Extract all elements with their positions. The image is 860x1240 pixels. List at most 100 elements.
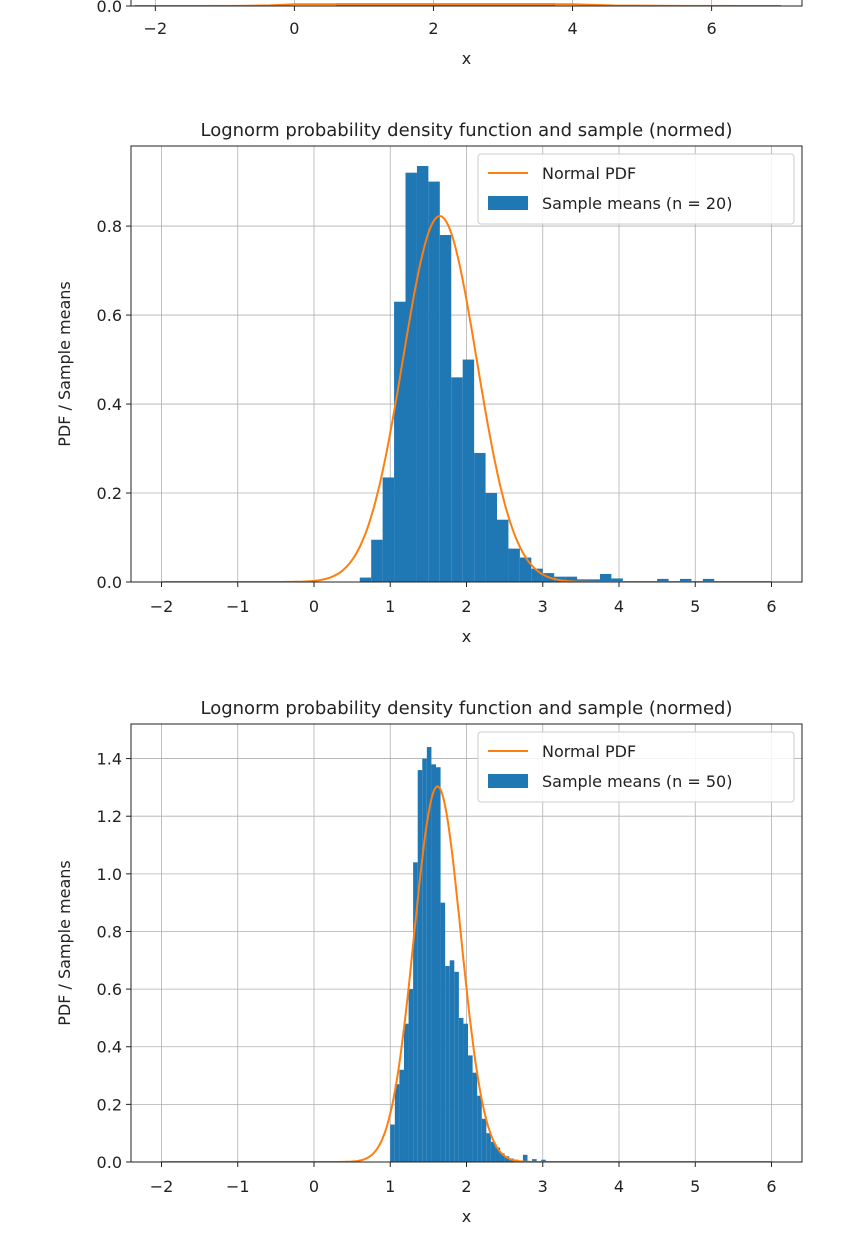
plot-area (161, 166, 772, 582)
hist-bar (508, 548, 520, 582)
hist-bar (431, 764, 436, 1162)
hist-bar (451, 377, 463, 582)
x-tick-label: 6 (766, 1177, 776, 1196)
x-tick-label: 6 (707, 19, 717, 38)
y-tick-label: 0.6 (97, 980, 122, 999)
x-tick-label: −2 (150, 1177, 174, 1196)
pdf-line (161, 785, 772, 1162)
hist-bar (416, 166, 429, 582)
x-tick-label: 0 (309, 1177, 319, 1196)
hist-bar (426, 747, 432, 1162)
x-tick-label: −2 (144, 19, 168, 38)
hist-bar (532, 1159, 537, 1162)
x-tick-label: 2 (428, 19, 438, 38)
x-tick-label: 6 (766, 597, 776, 616)
hist-bar (405, 172, 417, 582)
hist-bar (611, 578, 623, 582)
x-tick-label: 4 (614, 597, 624, 616)
x-axis-label: x (462, 1207, 471, 1226)
x-tick-label: −2 (150, 597, 174, 616)
hist-bar (485, 493, 497, 582)
x-tick-label: 0 (289, 19, 299, 38)
x-tick-label: 1 (385, 1177, 395, 1196)
hist-bar (359, 577, 372, 582)
chart-title: Lognorm probability density function and… (201, 698, 733, 719)
hist-bar (458, 1017, 464, 1162)
hist-bar (463, 1023, 469, 1162)
x-tick-label: 5 (690, 597, 700, 616)
y-tick-label: 1.4 (97, 750, 122, 769)
y-axis-label: PDF / Sample means (55, 281, 74, 447)
y-tick-label: 0.8 (97, 217, 122, 236)
legend-label: Sample means (n = 20) (542, 194, 732, 213)
y-tick-label: 0.2 (97, 484, 122, 503)
legend-box (477, 731, 795, 803)
x-tick-label: 3 (538, 1177, 548, 1196)
hist-bar (565, 576, 578, 582)
chart-n50: −2 −1 0 1 2 3 4 5 6 0.0 0.2 0.4 0.6 0.8 1.0 1.2 1.4 x PDF … (55, 698, 803, 1226)
hist-bar (417, 770, 423, 1162)
hist-bar (497, 519, 509, 582)
chart-n20: −2 −1 0 1 2 3 4 5 6 0.0 0.2 0.4 0.6 0.8 x PDF / Sample … (55, 120, 803, 646)
hist-bar (702, 578, 715, 582)
hist-bar (454, 971, 459, 1162)
plot-area (161, 747, 772, 1162)
x-tick-label: 4 (567, 19, 577, 38)
y-axis-label: PDF / Sample means (55, 860, 74, 1026)
hist-bar (422, 758, 427, 1162)
hist-bar (481, 1118, 487, 1162)
y-tick-label: 0.0 (97, 0, 122, 16)
legend-label: Normal PDF (542, 742, 636, 761)
y-tick-label: 0.0 (97, 1153, 122, 1172)
x-tick-label: 4 (614, 1177, 624, 1196)
legend-label: Sample means (n = 50) (542, 772, 732, 791)
hist-bar (382, 477, 395, 582)
x-tick-label: 5 (690, 1177, 700, 1196)
hist-bar (599, 573, 612, 582)
hist-bar (468, 1055, 473, 1162)
hist-bar (394, 301, 406, 582)
hist-bar (490, 1141, 496, 1162)
hist-bar (371, 539, 383, 582)
hist-bar (531, 568, 543, 582)
hist-bar (500, 1153, 505, 1162)
x-tick-label: 2 (461, 597, 471, 616)
chart-title: Lognorm probability density function and… (201, 120, 733, 141)
hist-bar (436, 767, 441, 1162)
legend-patch-swatch (488, 196, 528, 210)
hist-bar (390, 1124, 395, 1162)
hist-bar (474, 452, 486, 582)
y-tick-label: 0.0 (97, 573, 122, 592)
hist-bar (486, 1133, 491, 1162)
hist-bar (541, 1159, 546, 1162)
hist-bar (522, 1154, 528, 1162)
x-tick-label: −1 (226, 597, 250, 616)
hist-bar (472, 1072, 478, 1162)
y-tick-label: 0.2 (97, 1095, 122, 1114)
hist-bar (413, 862, 418, 1162)
hist-bar (403, 1023, 409, 1162)
x-tick-label: 2 (461, 1177, 471, 1196)
hist-bar (462, 359, 475, 582)
y-tick-label: 0.4 (97, 395, 122, 414)
y-tick-label: 1.0 (97, 865, 122, 884)
hist-bar (477, 1095, 482, 1162)
hist-bar (394, 1084, 400, 1162)
hist-bar (445, 966, 450, 1162)
hist-bar (428, 181, 440, 582)
chart-top-partial: −2 0 2 4 6 0.0 x (97, 0, 803, 68)
legend-label: Normal PDF (542, 164, 636, 183)
axes-frame (130, 0, 803, 7)
hist-bar (504, 1156, 510, 1162)
hist-bar (495, 1147, 501, 1162)
y-tick-label: 0.4 (97, 1038, 122, 1057)
x-tick-label: 0 (309, 597, 319, 616)
x-tick-label: −1 (226, 1177, 250, 1196)
x-tick-label: 1 (385, 597, 395, 616)
hist-bar (439, 234, 452, 582)
legend-patch-swatch (488, 774, 528, 788)
x-axis-label: x (462, 627, 471, 646)
legend-box (477, 153, 795, 225)
hist-bar (519, 557, 532, 582)
hist-bar (440, 902, 446, 1162)
